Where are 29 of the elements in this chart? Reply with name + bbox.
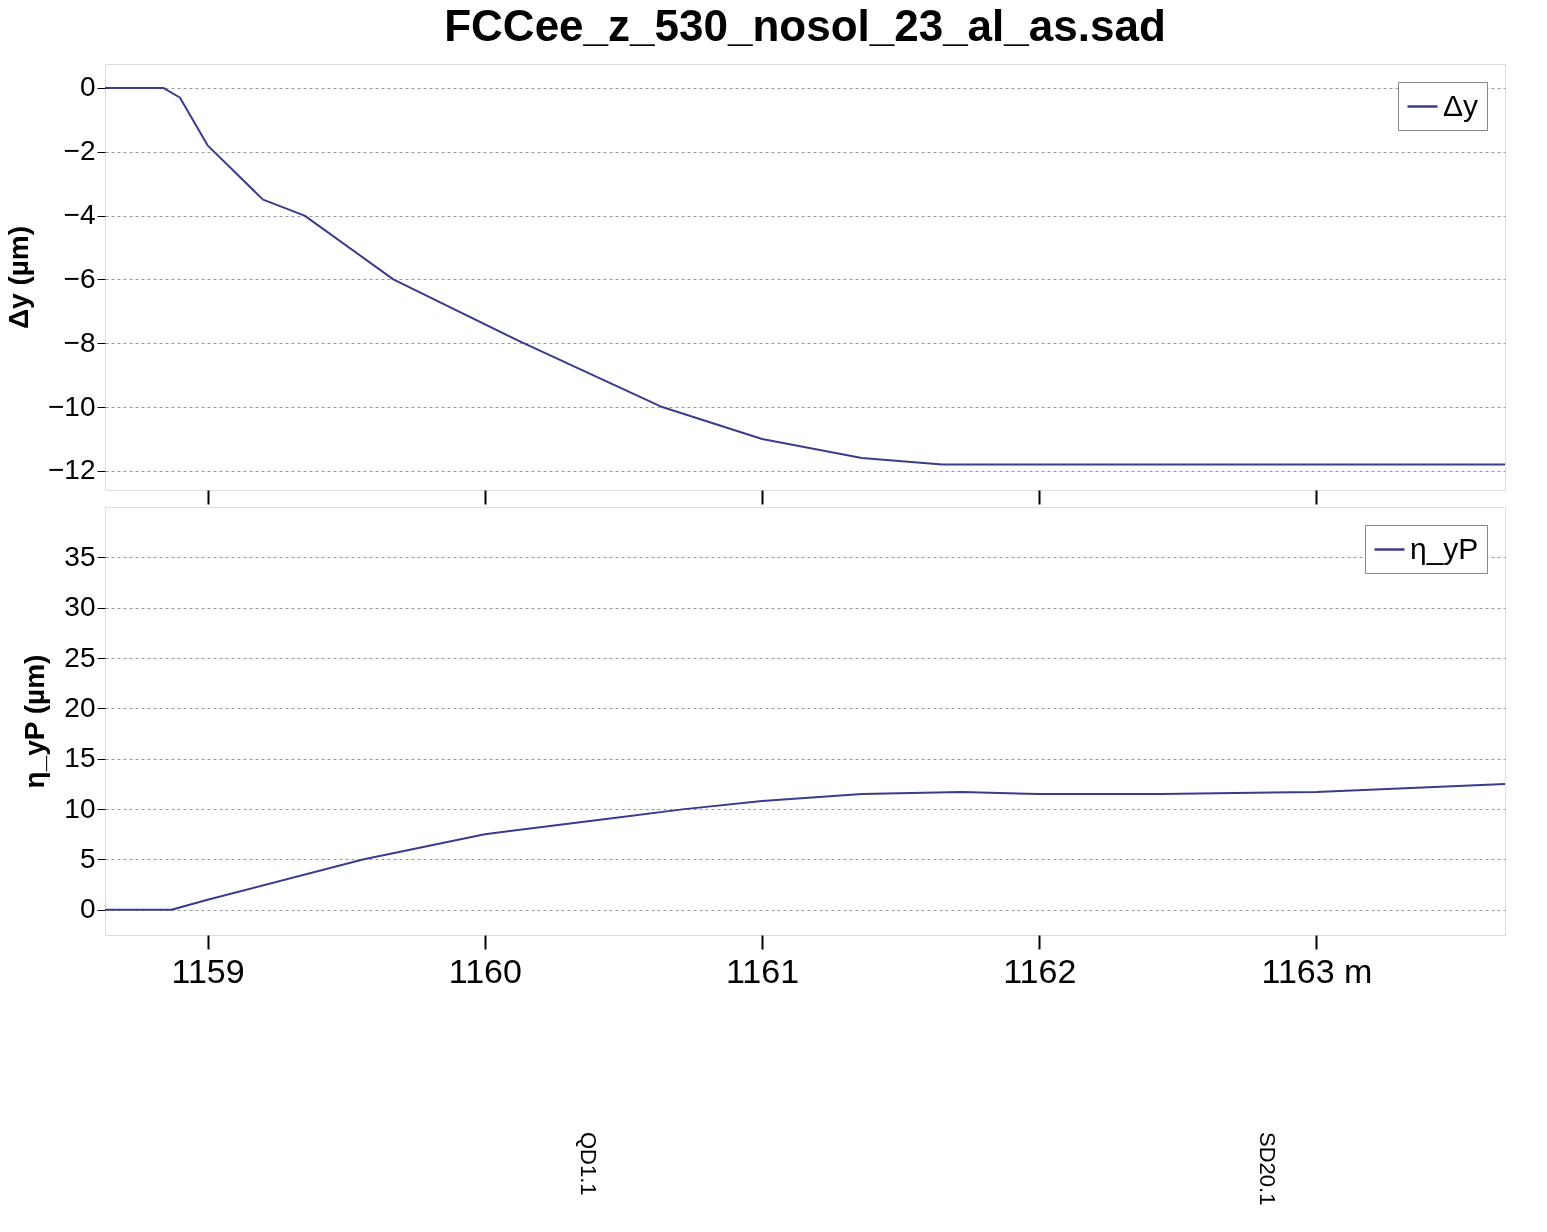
legend-label: η_yP [1410,531,1479,565]
y-tick-label: −8 [63,326,96,358]
chart-title: FCCee_z_530_nosol_23_al_as.sad [444,1,1166,50]
x-tick-label: 1163 m [1261,951,1373,990]
legend-label: Δy [1443,88,1479,122]
y-tick-label: −6 [63,262,96,294]
y-tick-label: 0 [79,71,96,103]
y-tick-label: 30 [64,591,96,623]
y-tick-label: −4 [63,199,96,231]
y-tick-label: −10 [48,390,96,422]
line-series [105,86,1505,466]
y-tick-label: 5 [79,842,96,874]
y-tick-label: 0 [79,893,96,925]
y-tick-label: −12 [48,454,96,486]
y-tick-label: 35 [64,540,96,572]
x-tick-label: 1160 [448,951,522,990]
text: QD1.1 [576,1132,601,1196]
y-tick-label: 20 [64,691,96,723]
x-tick-label: 1162 [1003,951,1077,990]
x-tick-label: 1161 [725,951,800,990]
y-tick-label: 10 [64,792,96,824]
x-tick-label: 1159 [171,951,245,990]
y-axis-title: Δy (µm) [3,225,34,330]
y-tick-label: 25 [64,641,96,673]
y-axis-title: η_yP (µm) [19,654,51,789]
y-tick-label: 15 [64,742,96,774]
y-tick-label: −2 [63,135,96,167]
line-series [105,782,1505,911]
text: SD20.1 [1255,1132,1280,1206]
